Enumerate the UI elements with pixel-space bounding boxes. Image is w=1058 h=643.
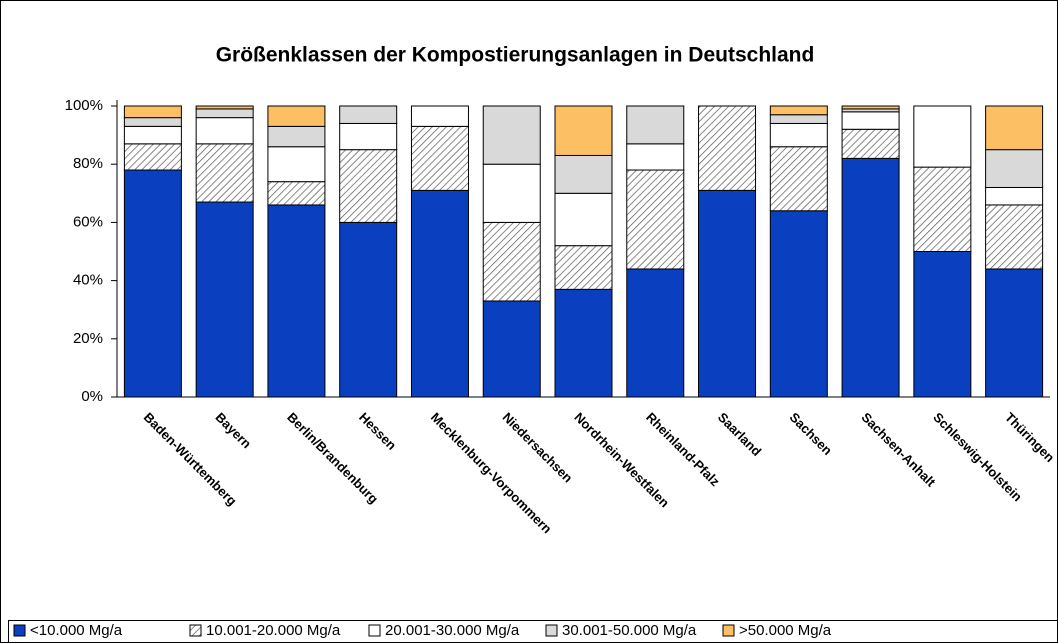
bar-segment — [267, 204, 326, 398]
bar-segment — [195, 105, 254, 110]
bar-segment — [267, 181, 326, 206]
legend-swatch — [545, 624, 558, 637]
bar-segment — [626, 169, 685, 270]
legend-swatch — [189, 624, 202, 637]
bar-segment — [769, 210, 828, 398]
bar-segment — [410, 189, 469, 398]
bar-segment — [554, 154, 613, 194]
bar-segment — [841, 111, 900, 130]
bar-segment — [195, 201, 254, 398]
legend-label: <10.000 Mg/a — [30, 622, 123, 639]
bar-segment — [626, 268, 685, 398]
bar-segment — [195, 143, 254, 203]
bar-segment — [554, 245, 613, 290]
bar-segment — [913, 105, 972, 168]
bar-segment — [985, 268, 1044, 398]
bar-segment — [410, 125, 469, 191]
bar-segment — [339, 221, 398, 398]
bar-segment — [267, 146, 326, 183]
bar-segment — [482, 105, 541, 165]
bar-segment — [339, 105, 398, 124]
legend-label: 10.001-20.000 Mg/a — [206, 622, 341, 639]
bar-segment — [123, 117, 182, 127]
bar-segment — [769, 105, 828, 116]
bar-segment — [985, 186, 1044, 206]
bar-segment — [482, 300, 541, 398]
bar-segment — [554, 192, 613, 247]
bar-segment — [985, 204, 1044, 270]
bar-segment — [985, 105, 1044, 151]
bar-segment — [554, 288, 613, 398]
chart-title: Größenklassen der Kompostierungsanlagen … — [216, 44, 815, 67]
bar-segment — [698, 105, 757, 191]
bar-segment — [195, 117, 254, 145]
bar-segment — [339, 122, 398, 151]
bar-segment — [410, 105, 469, 127]
y-tick-label: 100% — [65, 97, 103, 114]
bar-segment — [841, 128, 900, 159]
bar-segment — [482, 221, 541, 302]
bar-segment — [482, 163, 541, 223]
legend-swatch — [13, 624, 26, 637]
y-tick-label: 80% — [73, 155, 103, 172]
y-tick-label: 40% — [73, 272, 103, 289]
bar-segment — [769, 146, 828, 212]
legend-box — [8, 620, 1058, 643]
legend-label: 20.001-30.000 Mg/a — [385, 622, 520, 639]
y-tick-label: 20% — [73, 330, 103, 347]
bar-segment — [626, 143, 685, 171]
legend-label: >50.000 Mg/a — [739, 622, 832, 639]
bar-segment — [267, 125, 326, 148]
bar-segment — [123, 143, 182, 171]
bar-segment — [985, 149, 1044, 188]
bar-segment — [339, 149, 398, 223]
bar-segment — [195, 108, 254, 119]
bar-segment — [769, 122, 828, 148]
bar-segment — [123, 125, 182, 145]
legend-swatch — [722, 624, 735, 637]
bar-segment — [841, 105, 900, 110]
bar-segment — [913, 166, 972, 252]
bar-segment — [841, 157, 900, 398]
legend-label: 30.001-50.000 Mg/a — [562, 622, 697, 639]
y-tick-label: 0% — [81, 388, 103, 405]
bar-segment — [123, 105, 182, 119]
bar-segment — [626, 105, 685, 145]
y-tick-label: 60% — [73, 213, 103, 230]
legend-swatch — [368, 624, 381, 637]
bar-segment — [913, 251, 972, 398]
bar-segment — [769, 114, 828, 124]
bar-segment — [698, 189, 757, 398]
bar-segment — [554, 105, 613, 156]
bar-segment — [123, 169, 182, 398]
bar-segment — [267, 105, 326, 127]
